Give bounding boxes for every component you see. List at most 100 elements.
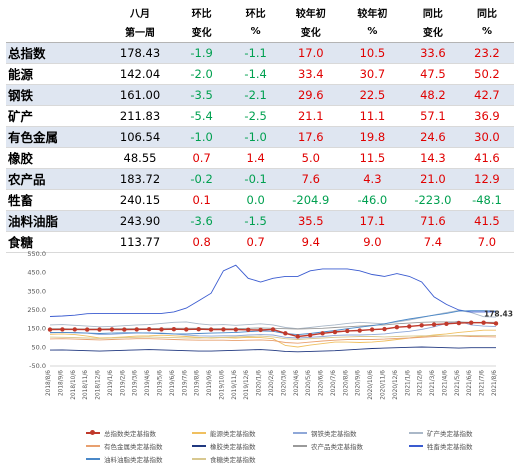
table-row: 牲畜 240.15 0.1 0.0 -204.9 -46.0 -223.0 -48.1: [6, 189, 514, 211]
x-tick-label: 2019/9/6: [207, 370, 213, 396]
series-point: [208, 327, 214, 332]
series-point: [431, 322, 437, 327]
row-cell: 0.1: [174, 189, 229, 211]
row-cell: -0.1: [228, 168, 283, 190]
legend-label: 能源类定基指数: [210, 430, 256, 438]
row-name: 食糖: [6, 231, 106, 253]
row-cell: 1.4: [228, 147, 283, 169]
index-table: 八月 环比 环比 较年初 较年初 同比 同比 第一周 变化% 变化% 变化% 总指数 178.43 -1…: [6, 2, 514, 253]
row-cell: 10.5: [338, 42, 406, 64]
series-point: [196, 327, 201, 332]
x-tick-label: 2019/11/6: [232, 370, 238, 400]
series-point: [394, 324, 400, 330]
column-header: %: [228, 22, 283, 43]
row-cell: 36.9: [459, 105, 514, 127]
row-cell: -223.0: [405, 189, 460, 211]
row-name: 油料油脂: [6, 210, 106, 232]
row-cell: 41.6: [459, 147, 514, 169]
legend-item: 矿产类定基指数: [409, 428, 509, 438]
series-point: [233, 327, 239, 332]
column-header: 同比: [476, 8, 497, 20]
x-tick-label: 2021/3/6: [430, 370, 436, 396]
x-tick-label: 2021/5/6: [455, 370, 461, 396]
legend-swatch: [86, 430, 100, 435]
table-row: 油料油脂 243.90 -3.6 -1.5 35.5 17.1 71.6 41.5: [6, 210, 514, 232]
column-header: 第一周: [105, 22, 175, 43]
series-point: [221, 327, 226, 332]
column-header: 八月: [130, 8, 151, 20]
series-point: [456, 320, 462, 326]
row-cell: 35.5: [282, 210, 339, 232]
series-point: [369, 327, 375, 332]
x-tick-label: 2019/3/6: [133, 370, 139, 396]
legend-item: 橡胶类定基指数: [192, 441, 287, 451]
table-row: 能源 142.04 -2.0 -1.4 33.4 30.7 47.5 50.2: [6, 63, 514, 85]
series-point: [481, 320, 486, 325]
column-header: 较年初: [357, 8, 388, 20]
row-cell: 19.8: [338, 126, 406, 148]
row-cell: 33.4: [282, 63, 339, 85]
row-cell: 9.4: [282, 231, 339, 253]
series-line: [49, 335, 497, 344]
row-cell: -1.4: [228, 63, 283, 85]
column-header: [6, 2, 105, 22]
chart-svg: -50.0 50.0 150.0 250.0 350.0 450.0 550.0 2018/8…: [27, 250, 513, 400]
legend-swatch: [86, 458, 100, 460]
series-point: [307, 333, 313, 338]
column-header: 变化: [174, 22, 229, 43]
x-tick-label: 2020/9/6: [356, 370, 362, 396]
y-tick-label: 50.0: [32, 343, 46, 351]
row-cell: -3.6: [174, 210, 229, 232]
row-cell: 42.7: [459, 84, 514, 106]
series-point: [109, 327, 115, 332]
table-row: 总指数 178.43 -1.9 -1.1 17.0 10.5 33.6 23.2: [6, 42, 514, 64]
legend-item: 钢铁类定基指数: [293, 428, 403, 438]
series-point: [60, 327, 65, 332]
row-cell: -2.1: [228, 84, 283, 106]
row-cell: -2.0: [174, 63, 229, 85]
row-cell: -1.1: [228, 42, 283, 64]
column-header: [6, 22, 106, 43]
table-row: 食糖 113.77 0.8 0.7 9.4 9.0 7.4 7.0: [6, 231, 514, 253]
row-cell: 24.6: [405, 126, 460, 148]
row-value: 113.77: [105, 231, 175, 253]
row-cell: 23.2: [459, 42, 514, 64]
x-tick-label: 2018/12/6: [96, 370, 102, 400]
x-tick-label: 2020/6/6: [319, 370, 325, 396]
row-cell: 14.3: [405, 147, 460, 169]
row-cell: 30.7: [338, 63, 406, 85]
x-tick-label: 2020/12/6: [393, 370, 399, 400]
series-point: [469, 320, 474, 325]
legend-swatch: [409, 432, 423, 434]
x-tick-label: 2019/6/6: [170, 370, 176, 396]
legend-label: 总指数类定基指数: [104, 430, 156, 438]
legend-item: 牲畜类定基指数: [409, 441, 509, 451]
row-cell: 48.2: [405, 84, 460, 106]
end-value-label: 178.43: [484, 309, 513, 318]
legend-label: 食糖类定基指数: [210, 456, 256, 464]
table-row: 矿产 211.83 -5.4 -2.5 21.1 11.1 57.1 36.9: [6, 105, 514, 127]
row-name: 有色金属: [6, 126, 106, 148]
legend-label: 有色金属类定基指数: [104, 443, 163, 451]
column-header: 较年初: [295, 8, 326, 20]
x-tick-label: 2019/8/6: [195, 370, 201, 396]
y-tick-label: 250.0: [27, 306, 46, 314]
row-cell: 4.3: [338, 168, 406, 190]
row-cell: 29.6: [282, 84, 339, 106]
series-point: [134, 327, 139, 332]
row-cell: 47.5: [405, 63, 460, 85]
row-cell: 30.0: [459, 126, 514, 148]
x-tick-label: 2020/4/6: [294, 370, 300, 396]
series-point: [332, 329, 338, 335]
row-cell: 22.5: [338, 84, 406, 106]
row-cell: 50.2: [459, 63, 514, 85]
x-tick-label: 2019/10/6: [219, 370, 225, 400]
y-tick-label: 550.0: [27, 250, 46, 258]
x-tick-label: 2020/2/6: [269, 370, 275, 396]
row-value: 48.55: [105, 147, 175, 169]
row-name: 橡胶: [6, 147, 106, 169]
x-tick-label: 2020/11/6: [381, 370, 387, 400]
series-point: [246, 327, 251, 332]
legend-swatch: [409, 445, 423, 447]
row-name: 农产品: [6, 168, 106, 190]
